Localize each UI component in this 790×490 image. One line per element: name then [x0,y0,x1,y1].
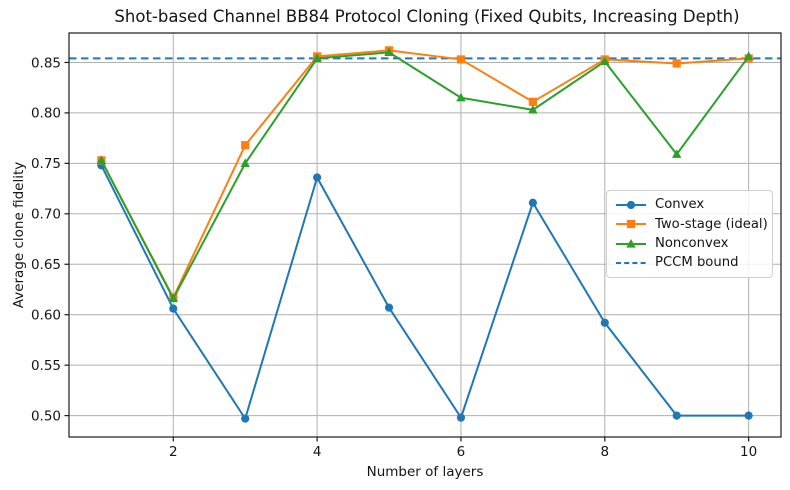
y-tick-label: 0.60 [31,308,61,324]
legend-line-marker-icon [616,238,646,248]
marker-circle [169,304,178,313]
marker-triangle [528,104,538,114]
marker-circle [313,173,322,182]
y-tick-label: 0.75 [31,156,61,172]
marker-circle [241,414,250,423]
marker-triangle [743,51,754,61]
legend-label: Nonconvex [655,236,729,252]
series-line [100,49,750,299]
y-tick-label: 0.55 [31,358,61,374]
legend: Convex Two-stage (ideal) Nonconvex PCCM … [606,190,773,278]
marker-circle [672,411,681,420]
marker-square [672,59,681,68]
legend-label: Convex [655,197,705,213]
series-convex [97,161,753,423]
y-tick-label: 0.65 [31,257,61,273]
y-axis-label: Average clone fidelity [11,162,27,308]
marker-circle [744,411,753,420]
series-line [100,164,750,420]
marker-square [528,97,537,106]
grid [69,33,781,437]
series-line [100,51,750,300]
x-tick-label: 10 [740,444,757,460]
legend-line-marker-icon [616,200,646,210]
legend-line-marker-icon [616,220,646,229]
marker-triangle [96,155,107,164]
y-tick-label: 0.70 [31,207,61,223]
marker-triangle [456,92,466,102]
x-tick-label: 8 [601,444,610,460]
marker-triangle [168,293,178,303]
marker-square [626,220,636,229]
y-tick-label: 0.50 [31,408,61,424]
legend-label: Two-stage (ideal) [655,216,768,232]
marker-circle [600,318,609,327]
marker-triangle [312,53,322,63]
x-axis-label: Number of layers [367,464,484,480]
marker-triangle [626,238,636,248]
marker-triangle [672,149,682,158]
marker-triangle [600,56,610,66]
ticks [64,61,750,442]
x-tick-label: 6 [457,444,466,460]
legend-item-pccm-bound: PCCM bound [615,256,764,270]
legend-label: PCCM bound [655,255,739,271]
marker-circle [626,200,636,210]
legend-dashed-line-icon [616,261,646,264]
marker-square [456,55,466,64]
y-tick-label: 0.85 [31,55,61,71]
series-nonconvex [96,47,754,303]
y-tick-label: 0.80 [31,106,61,122]
x-tick-label: 4 [313,444,322,460]
marker-circle [528,198,537,207]
plot-area: 2 4 6 8 10 0.50 0.55 0.60 0.65 0.70 0.75 0.80 0.85 [31,32,782,460]
chart-title: Shot-based Channel BB84 Protocol Cloning… [114,7,739,26]
x-tick-label: 2 [169,444,178,460]
axes-spines [68,32,782,438]
marker-square [241,141,250,150]
marker-triangle [240,158,250,167]
legend-item-nonconvex: Nonconvex [615,237,764,251]
marker-circle [456,413,466,422]
legend-item-two-stage: Two-stage (ideal) [615,217,768,231]
legend-item-convex: Convex [615,198,764,212]
marker-triangle [384,47,394,56]
marker-circle [384,303,394,312]
